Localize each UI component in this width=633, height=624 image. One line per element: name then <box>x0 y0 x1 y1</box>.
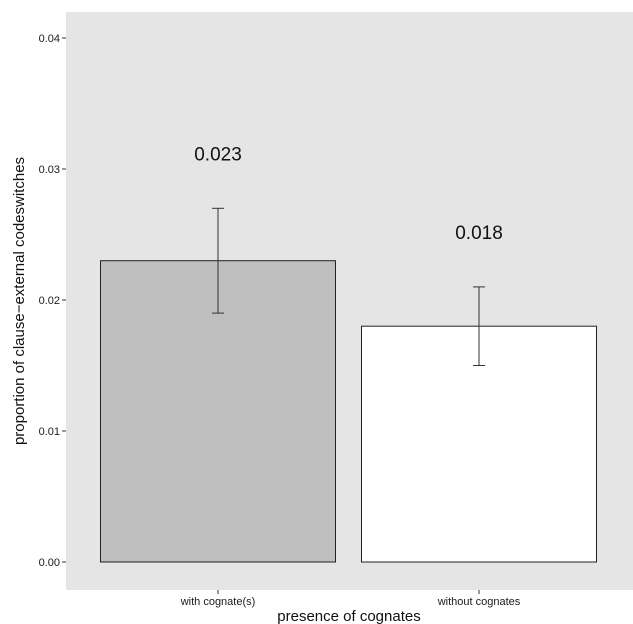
x-axis: with cognate(s) without cognates <box>180 590 521 608</box>
y-tick-label: 0.00 <box>39 557 60 569</box>
data-label: 0.018 <box>455 223 503 244</box>
y-axis-title: proportion of clause−external codeswitch… <box>11 157 28 445</box>
y-tick-label: 0.01 <box>39 426 60 438</box>
y-axis: 0.00 0.01 0.02 0.03 0.04 <box>39 33 66 569</box>
x-axis-title: presence of cognates <box>277 608 420 624</box>
y-tick-label: 0.04 <box>39 33 60 45</box>
error-bar <box>212 207 224 314</box>
y-tick-label: 0.02 <box>39 295 60 307</box>
error-bar <box>473 286 485 366</box>
x-tick-label: with cognate(s) <box>180 596 256 608</box>
error-bars <box>212 207 485 366</box>
x-tick-label: without cognates <box>437 596 521 608</box>
y-tick-label: 0.03 <box>39 164 60 176</box>
data-labels: 0.023 0.018 <box>194 144 503 244</box>
data-label: 0.023 <box>194 144 242 165</box>
